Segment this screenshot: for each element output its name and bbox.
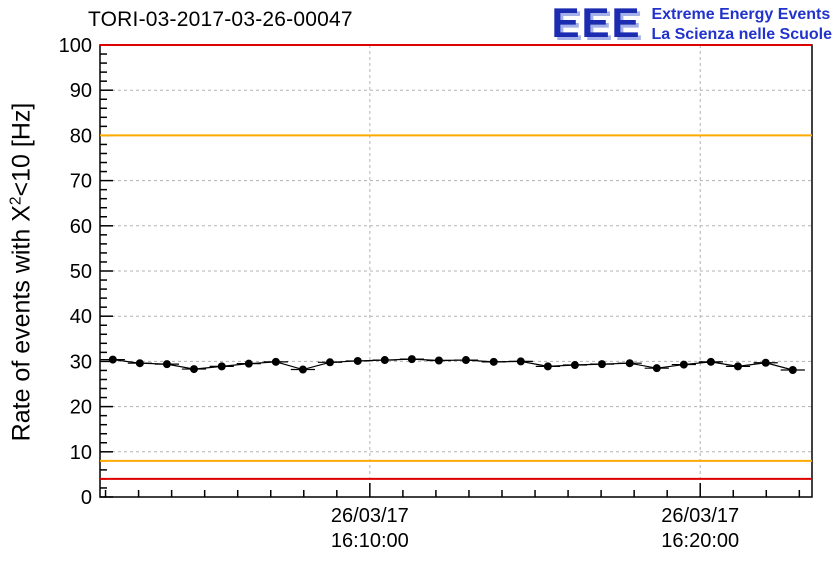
y-tick-label: 70	[70, 171, 92, 193]
y-axis-label-suffix: <10 [Hz]	[7, 102, 36, 197]
eee-logo-acronym: EEE	[551, 0, 642, 46]
data-point-marker	[271, 357, 280, 366]
y-tick-label: 50	[70, 261, 92, 283]
data-point-marker	[407, 355, 416, 364]
y-tick-label: 90	[70, 80, 92, 102]
y-tick-label: 40	[70, 306, 92, 328]
x-tick-date: 26/03/17	[331, 505, 409, 527]
data-point-marker	[679, 360, 688, 369]
eee-logo-line2: La Scienza nelle Scuole	[651, 26, 832, 43]
y-axis-label-prefix: Rate of events with X	[7, 205, 36, 442]
data-point-marker	[244, 359, 253, 368]
data-point-marker	[434, 356, 443, 365]
data-point-marker	[733, 362, 742, 371]
y-axis-label: Rate of events with X2<10 [Hz]	[7, 103, 36, 442]
data-point-marker	[217, 362, 226, 371]
y-tick-label: 60	[70, 216, 92, 238]
data-point-marker	[189, 365, 198, 374]
data-point-marker	[788, 365, 797, 374]
eee-logo-line1: Extreme Energy Events	[651, 6, 831, 23]
data-point-marker	[135, 359, 144, 368]
data-point-marker	[298, 365, 307, 374]
data-point-marker	[652, 364, 661, 373]
y-tick-label: 80	[70, 125, 92, 147]
eee-logo-text: Extreme Energy Events La Scienza nelle S…	[651, 2, 832, 45]
data-point-marker	[516, 357, 525, 366]
y-tick-label: 100	[59, 35, 92, 57]
y-axis-label-sup: 2	[7, 196, 25, 206]
data-point-marker	[597, 360, 606, 369]
x-tick-date: 26/03/17	[661, 505, 739, 527]
x-tick-time: 16:20:00	[661, 530, 739, 552]
data-point-marker	[325, 358, 334, 367]
eee-logo: EEE Extreme Energy Events La Scienza nel…	[551, 2, 832, 45]
chart-title: TORI-03-2017-03-26-00047	[88, 8, 353, 31]
data-point-marker	[108, 355, 117, 364]
data-point-marker	[761, 358, 770, 367]
y-tick-label: 10	[70, 442, 92, 464]
data-point-marker	[706, 357, 715, 366]
x-tick-time: 16:10:00	[331, 530, 409, 552]
data-point-marker	[380, 356, 389, 365]
y-tick-label: 20	[70, 397, 92, 419]
data-point-marker	[543, 362, 552, 371]
data-point-marker	[353, 356, 362, 365]
y-tick-label: 30	[70, 351, 92, 373]
data-point-marker	[461, 356, 470, 365]
data-point-marker	[570, 361, 579, 370]
data-point-marker	[162, 360, 171, 369]
y-tick-label: 0	[81, 487, 92, 509]
data-point-marker	[625, 359, 634, 368]
data-point-marker	[489, 357, 498, 366]
